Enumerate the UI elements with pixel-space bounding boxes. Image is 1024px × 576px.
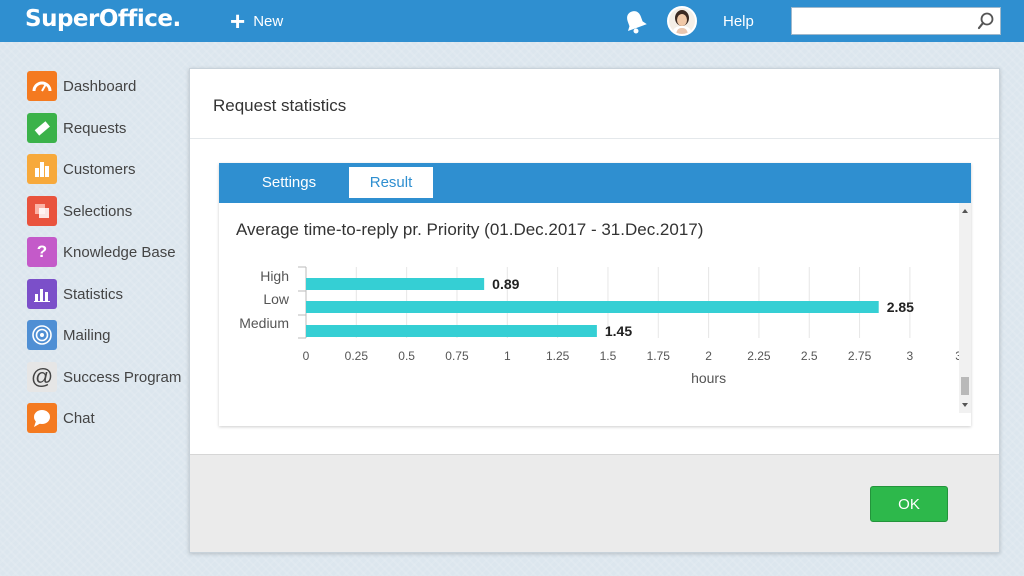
search-icon[interactable]: [976, 11, 996, 31]
x-tick-label: 2.75: [848, 349, 872, 363]
sidebar-item-label: Dashboard: [63, 77, 137, 95]
sidebar-item-chat[interactable]: Chat: [27, 402, 185, 434]
dialog-footer: OK: [190, 454, 999, 552]
x-tick-label: 1.75: [647, 349, 671, 363]
bell-icon[interactable]: [622, 8, 648, 34]
value-label: 1.45: [605, 323, 632, 339]
search-box[interactable]: [791, 7, 1001, 35]
scroll-down-icon[interactable]: [962, 403, 968, 407]
x-tick-label: 1.25: [546, 349, 570, 363]
sidebar-item-success-program[interactable]: @ Success Program: [27, 361, 185, 393]
ok-button[interactable]: OK: [870, 486, 948, 522]
sidebar-item-label: Selections: [63, 202, 133, 220]
sidebar-item-requests[interactable]: Requests: [27, 112, 185, 144]
category-label: Medium: [239, 315, 289, 331]
divider: [190, 138, 999, 139]
question-icon: ?: [27, 237, 57, 267]
category-label: High: [260, 268, 289, 284]
sidebar-item-label: Customers: [63, 160, 136, 178]
sidebar-item-customers[interactable]: Customers: [27, 153, 185, 185]
x-tick-label: 0.25: [345, 349, 369, 363]
x-tick-label: 2: [705, 349, 712, 363]
sidebar-item-knowledge-base[interactable]: ? Knowledge Base: [27, 236, 185, 268]
chat-icon: [27, 403, 57, 433]
sidebar-item-label: Knowledge Base: [63, 243, 176, 261]
buildings-icon: [27, 154, 57, 184]
top-bar: SuperOffice. + New Help: [0, 0, 1024, 42]
new-label: New: [253, 12, 284, 30]
x-tick-label: 2.25: [747, 349, 771, 363]
selection-icon: [27, 196, 57, 226]
chart-title: Average time-to-reply pr. Priority (01.D…: [236, 220, 704, 239]
chart-area: Average time-to-reply pr. Priority (01.D…: [219, 203, 959, 426]
sidebar-item-label: Mailing: [63, 326, 111, 344]
sidebar-item-mailing[interactable]: Mailing: [27, 319, 185, 351]
x-tick-label: 2.5: [801, 349, 818, 363]
x-tick-label: 1: [504, 349, 511, 363]
tab-result[interactable]: Result: [349, 167, 433, 198]
tab-settings[interactable]: Settings: [261, 174, 317, 191]
ticket-icon: [27, 113, 57, 143]
dialog-title: Request statistics: [213, 96, 347, 115]
sidebar-item-statistics[interactable]: Statistics: [27, 278, 185, 310]
vertical-scrollbar[interactable]: [959, 203, 971, 413]
x-tick-label: 0.75: [445, 349, 469, 363]
bar-chart-icon: [27, 279, 57, 309]
target-icon: [27, 320, 57, 350]
sidebar-item-label: Statistics: [63, 285, 124, 303]
new-button[interactable]: + New: [230, 8, 283, 34]
at-icon: @: [27, 362, 57, 392]
value-label: 0.89: [492, 276, 519, 292]
x-tick-label: 3.: [955, 349, 959, 363]
value-label: 2.85: [887, 299, 914, 315]
bar: [306, 301, 879, 313]
dashboard-icon: [27, 71, 57, 101]
x-tick-label: 0: [303, 349, 310, 363]
search-input[interactable]: [796, 11, 976, 31]
user-avatar[interactable]: [667, 6, 697, 36]
x-tick-label: 0.5: [398, 349, 415, 363]
tab-bar: Settings Result: [219, 163, 971, 203]
sidebar-item-label: Requests: [63, 119, 127, 137]
statistics-panel: Settings Result Average time-to-reply pr…: [219, 163, 971, 426]
x-axis-label: hours: [691, 370, 726, 386]
sidebar-item-label: Success Program: [63, 368, 182, 386]
plus-icon: +: [230, 6, 246, 36]
bar: [306, 278, 485, 290]
request-statistics-dialog: Request statistics Settings Result Avera…: [189, 68, 1000, 553]
scroll-up-icon[interactable]: [962, 209, 968, 213]
sidebar-item-selections[interactable]: Selections: [27, 195, 185, 227]
sidebar-item-label: Chat: [63, 409, 95, 427]
x-tick-label: 3: [907, 349, 914, 363]
bar: [306, 325, 597, 337]
bar-chart: 0 0.25 0.5 0.75 1 1.25 1.5 1.75 2 2.25 2.5 2.75 3 3. H…: [239, 266, 959, 386]
sidebar-item-dashboard[interactable]: Dashboard: [27, 70, 185, 102]
category-label: Low: [263, 291, 290, 307]
scrollbar-thumb[interactable]: [961, 377, 969, 395]
superoffice-logo[interactable]: SuperOffice.: [25, 6, 181, 32]
x-tick-label: 1.5: [600, 349, 617, 363]
help-link[interactable]: Help: [723, 13, 754, 30]
